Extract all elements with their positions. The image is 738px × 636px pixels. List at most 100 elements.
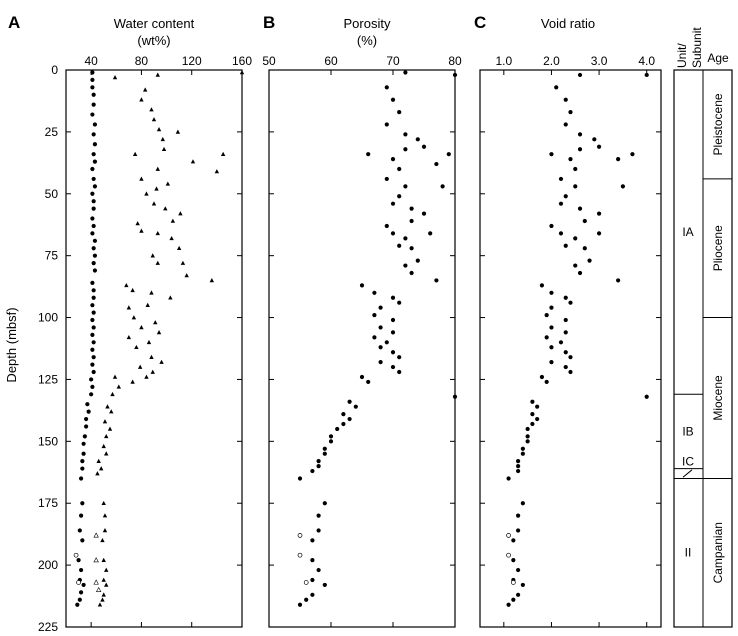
data-point-triangle [190, 159, 196, 164]
data-point-triangle [104, 567, 109, 572]
data-point [316, 459, 321, 464]
data-point [563, 243, 568, 248]
y-tick-label: 125 [38, 372, 58, 386]
data-point [328, 434, 334, 439]
data-point [544, 312, 549, 318]
data-point [516, 567, 521, 573]
data-point [90, 231, 95, 236]
data-point-open [506, 533, 511, 538]
data-point [568, 355, 573, 360]
data-point [353, 404, 358, 409]
data-point-triangle [110, 391, 115, 397]
data-point [544, 335, 549, 340]
data-point [378, 305, 383, 310]
data-point [506, 476, 511, 481]
data-point [506, 602, 511, 607]
data-point-open [303, 580, 309, 585]
data-point [403, 132, 408, 137]
data-point [525, 439, 530, 444]
data-point-triangle [154, 186, 159, 191]
panel-label-a: A [8, 13, 20, 32]
panel-b-x-tick-label: 60 [324, 54, 338, 68]
data-point [81, 441, 86, 446]
data-point [511, 597, 516, 602]
data-point [390, 295, 396, 300]
data-point [91, 152, 96, 157]
data-point-triangle [116, 384, 121, 389]
data-point [78, 476, 84, 481]
data-point-triangle [100, 537, 105, 543]
data-point-open [76, 580, 81, 585]
data-point-triangle [149, 354, 154, 359]
panel-label-b: B [263, 13, 275, 32]
unit-header-2: Subunit [690, 27, 704, 68]
data-point-open [297, 533, 303, 538]
y-tick-label: 50 [45, 187, 59, 201]
data-point [577, 72, 583, 78]
data-point-triangle [139, 228, 144, 233]
data-point-triangle [150, 253, 155, 258]
y-tick-label: 200 [38, 558, 58, 572]
data-point [304, 597, 309, 602]
data-point-triangle [109, 409, 114, 414]
data-point [384, 122, 389, 127]
data-point [549, 223, 554, 229]
panel-b-title: Porosity [344, 16, 391, 31]
data-point [409, 218, 414, 224]
data-point [577, 206, 583, 211]
data-point [616, 278, 621, 283]
data-point [91, 355, 96, 360]
panel-label-c: C [474, 13, 486, 32]
data-point-triangle [131, 315, 137, 320]
data-point [582, 246, 587, 251]
data-point-triangle [178, 211, 183, 216]
data-point-triangle [155, 230, 160, 236]
panel-b-frame [268, 69, 456, 628]
data-point [516, 513, 521, 518]
data-point [84, 424, 89, 429]
data-point [91, 246, 96, 251]
data-point [378, 360, 383, 365]
data-point [390, 231, 396, 236]
data-point [616, 157, 621, 162]
data-point [316, 528, 321, 533]
data-point-triangle [163, 206, 168, 211]
data-point [297, 602, 303, 607]
data-point [91, 369, 96, 375]
data-point [384, 176, 389, 182]
data-point [335, 426, 340, 432]
panel-a-x-tick-label: 40 [84, 54, 98, 68]
data-point [92, 159, 98, 164]
data-point [90, 77, 95, 83]
data-point [516, 463, 521, 469]
data-point-triangle [124, 282, 129, 288]
data-point-triangle [155, 166, 160, 171]
data-point [90, 362, 95, 367]
data-point [397, 109, 402, 115]
data-point [322, 582, 327, 588]
data-point-triangle [168, 295, 173, 300]
data-point-triangle [126, 305, 132, 310]
data-point [409, 246, 414, 251]
data-point-triangle [151, 117, 157, 122]
age-label: Pleistocene [711, 93, 725, 155]
data-point-triangle [220, 151, 226, 156]
data-point [620, 184, 625, 189]
data-point-triangle [107, 426, 113, 431]
data-point [428, 231, 433, 236]
data-point [77, 528, 82, 533]
data-point [372, 335, 377, 340]
data-point [310, 592, 315, 597]
data-point [86, 409, 91, 414]
data-point-open [510, 580, 516, 585]
data-point-triangle [149, 107, 154, 112]
data-point [397, 355, 402, 360]
data-point [520, 451, 525, 456]
data-point [592, 137, 597, 142]
data-point-triangle [95, 471, 100, 476]
data-point [378, 325, 383, 330]
data-point [573, 263, 578, 268]
data-point [84, 416, 89, 422]
data-point-triangle [104, 582, 109, 587]
data-point [511, 558, 516, 563]
